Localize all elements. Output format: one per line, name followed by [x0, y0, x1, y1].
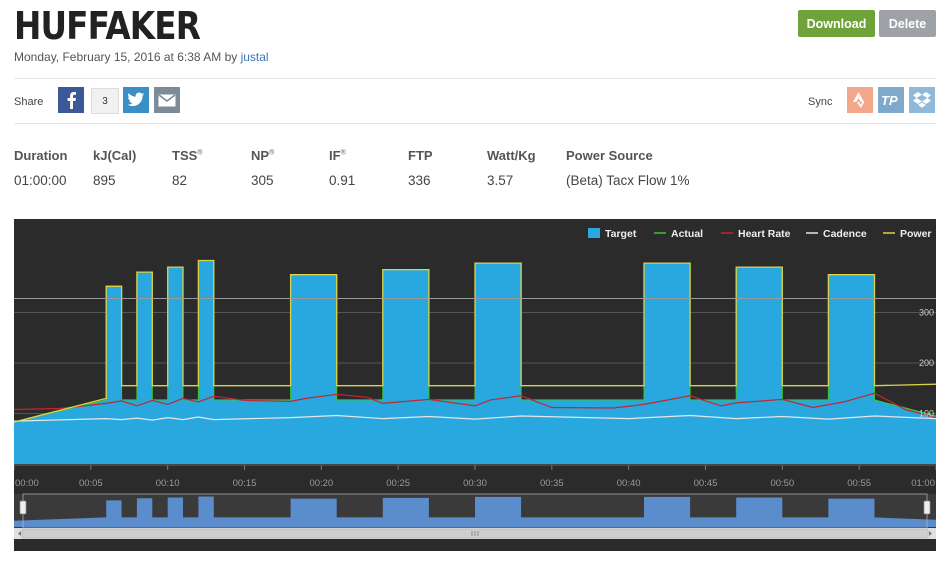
scroll-left-arrow — [18, 531, 21, 536]
chart-legend: Target Actual Heart Rate Cadence Power — [588, 228, 932, 240]
stat-label: TSS — [172, 148, 198, 163]
x-tick-label: 00:30 — [463, 478, 487, 489]
stat-label: FTP — [408, 148, 433, 163]
dropbox-sync-button[interactable] — [909, 87, 935, 113]
divider — [14, 123, 936, 124]
strava-sync-button[interactable] — [847, 87, 873, 113]
stat-value: 82 — [172, 173, 188, 188]
heart-rate-line — [13, 392, 937, 419]
stat-watt-kg: Watt/Kg 3.57 — [487, 148, 536, 188]
stat-duration: Duration 01:00:00 — [14, 148, 67, 188]
x-tick-label: 00:25 — [386, 478, 410, 489]
stat-kj: kJ(Cal) 895 — [93, 148, 136, 188]
twitter-icon — [127, 92, 145, 107]
y-axis: 100 200 300 — [919, 308, 934, 419]
date-text: Monday, February 15, 2016 at 6:38 AM by — [14, 50, 241, 64]
stat-value: 895 — [93, 173, 116, 188]
stat-label: Duration — [14, 148, 68, 163]
page-title: HUFFAKER — [14, 4, 201, 48]
trainingpeaks-sync-button[interactable]: TP — [878, 87, 904, 113]
trainingpeaks-icon: TP — [881, 93, 898, 108]
facebook-icon — [67, 92, 76, 109]
stat-ftp: FTP 336 — [408, 148, 433, 188]
stat-label: Watt/Kg — [487, 148, 536, 163]
legend-label: Actual — [671, 228, 703, 240]
stat-value: 3.57 — [487, 173, 514, 188]
cadence-line — [13, 414, 937, 422]
stat-value: 305 — [251, 173, 274, 188]
chart-navigator[interactable] — [14, 493, 936, 539]
x-tick-label: 00:40 — [617, 478, 641, 489]
x-tick-label: 00:20 — [309, 478, 333, 489]
navigator-handle — [19, 500, 27, 515]
stat-value: 0.91 — [329, 173, 356, 188]
x-tick-label: 00:35 — [540, 478, 564, 489]
share-label: Share — [14, 96, 44, 108]
x-axis: 00:00 00:05 00:10 00:15 00:20 00:25 00:30 00:35… — [13, 464, 937, 496]
x-tick-label: 00:10 — [156, 478, 180, 489]
x-tick-label: 01:00 — [911, 478, 935, 489]
x-tick-label: 00:05 — [79, 478, 103, 489]
dropbox-icon — [913, 92, 931, 108]
delete-button[interactable]: Delete — [879, 10, 936, 37]
stat-label: Power Source — [566, 148, 653, 163]
stat-label: kJ(Cal) — [93, 148, 137, 163]
workout-chart[interactable]: Target Actual Heart Rate Cadence Power 100 20… — [13, 219, 937, 551]
y-tick-label: 200 — [919, 358, 934, 368]
y-tick-label: 100 — [919, 409, 934, 419]
legend-swatch — [588, 228, 600, 238]
chart-svg: Target Actual Heart Rate Cadence Power 100 20… — [13, 228, 937, 539]
legend-label: Target — [605, 228, 637, 240]
legend-label: Power — [900, 228, 932, 240]
sync-label: Sync — [808, 96, 833, 108]
workout-date: Monday, February 15, 2016 at 6:38 AM by … — [14, 50, 269, 64]
author-link[interactable]: justal — [240, 50, 269, 64]
legend-label: Heart Rate — [738, 228, 791, 240]
email-icon — [158, 93, 176, 106]
x-tick-label: 00:55 — [847, 478, 871, 489]
strava-icon — [853, 92, 865, 108]
power-line — [13, 259, 937, 423]
y-tick-label: 300 — [919, 308, 934, 318]
x-tick-label: 00:45 — [694, 478, 718, 489]
navigator-handle — [923, 500, 931, 515]
stat-np: NP® 305 — [251, 148, 275, 188]
legend-label: Cadence — [823, 228, 867, 240]
x-tick-label: 00:50 — [770, 478, 794, 489]
x-tick-label: 00:00 — [15, 478, 39, 489]
stat-label: NP — [251, 148, 270, 163]
stat-value: (Beta) Tacx Flow 1% — [566, 173, 690, 188]
facebook-share-count: 3 — [91, 88, 119, 114]
email-share-button[interactable] — [154, 87, 180, 113]
stat-if: IF® 0.91 — [329, 148, 356, 188]
scroll-right-arrow — [929, 531, 932, 536]
svg-text:TP: TP — [881, 93, 898, 108]
stat-tss: TSS® 82 — [172, 148, 203, 188]
x-tick-label: 00:15 — [233, 478, 257, 489]
facebook-share-button[interactable] — [58, 87, 84, 113]
divider — [14, 78, 936, 79]
stat-label: IF — [329, 148, 341, 163]
download-button[interactable]: Download — [798, 10, 875, 37]
chart-series — [13, 259, 937, 464]
stat-power-source: Power Source (Beta) Tacx Flow 1% — [566, 148, 690, 188]
stat-value: 336 — [408, 173, 431, 188]
stat-value: 01:00:00 — [14, 173, 67, 188]
twitter-share-button[interactable] — [123, 87, 149, 113]
navigator-area — [14, 496, 936, 527]
